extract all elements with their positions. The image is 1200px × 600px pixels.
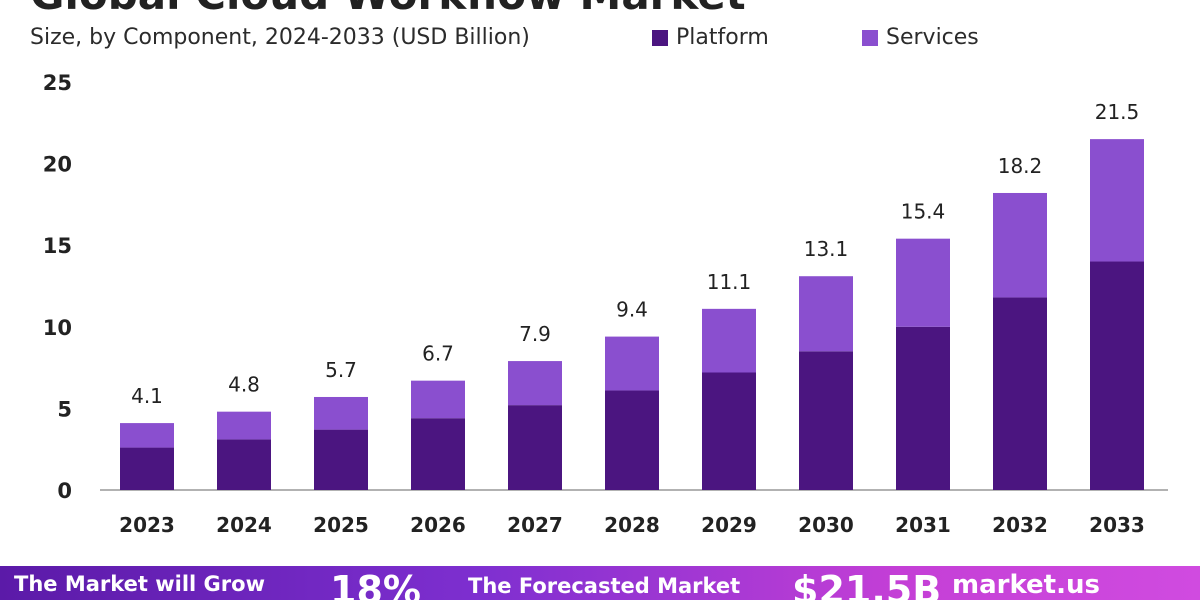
bar-segment-services (896, 238, 950, 327)
bar-segment-services (1090, 139, 1144, 262)
footer-forecast-value: $21.5B (792, 568, 942, 600)
x-tick-label: 2030 (798, 513, 854, 537)
x-tick-label: 2025 (313, 513, 369, 537)
x-tick-label: 2026 (410, 513, 466, 537)
stacked-bar-chart: 05101520254.120234.820245.720256.720267.… (43, 71, 1168, 537)
x-tick-label: 2031 (895, 513, 951, 537)
bar-segment-services (120, 423, 174, 448)
y-tick-label: 10 (43, 316, 72, 340)
bar-total-label: 21.5 (1095, 100, 1140, 124)
bar-total-label: 5.7 (325, 358, 357, 382)
bar-segment-platform (1090, 261, 1144, 490)
bar-segment-services (314, 396, 368, 430)
bar-segment-platform (799, 351, 853, 490)
footer-grow-text: The Market will Grow (14, 572, 265, 596)
bar-total-label: 7.9 (519, 322, 551, 346)
bar-total-label: 11.1 (707, 270, 752, 294)
legend-item-platform: Platform (652, 25, 769, 50)
bar-segment-services (702, 308, 756, 373)
x-tick-label: 2023 (119, 513, 175, 537)
bar-segment-services (411, 380, 465, 419)
chart-title: Global Cloud Workflow Market (30, 0, 746, 19)
bar-total-label: 13.1 (804, 237, 849, 261)
bar-segment-services (508, 361, 562, 406)
chart-subtitle: Size, by Component, 2024-2033 (USD Billi… (30, 25, 530, 50)
footer-brand: market.us (952, 570, 1100, 600)
legend-swatch-platform (652, 29, 668, 46)
y-tick-label: 25 (43, 71, 72, 95)
bar-total-label: 15.4 (901, 200, 946, 224)
bar-segment-platform (896, 326, 950, 490)
bar-segment-platform (508, 405, 562, 490)
bar-segment-services (217, 411, 271, 440)
bar-segment-platform (993, 297, 1047, 490)
bar-segment-services (799, 276, 853, 352)
bar-total-label: 18.2 (998, 154, 1043, 178)
legend-item-services: Services (862, 25, 979, 50)
bar-segment-platform (217, 439, 271, 490)
legend-swatch-services (862, 29, 878, 46)
y-tick-label: 15 (43, 234, 72, 258)
x-tick-label: 2032 (992, 513, 1048, 537)
footer-banner: The Market will Grow 18% The Forecasted … (0, 566, 1200, 600)
bar-total-label: 9.4 (616, 298, 648, 322)
bar-segment-services (993, 192, 1047, 298)
x-tick-label: 2027 (507, 513, 563, 537)
x-tick-label: 2029 (701, 513, 757, 537)
y-tick-label: 0 (57, 479, 72, 503)
x-tick-label: 2033 (1089, 513, 1145, 537)
x-tick-label: 2024 (216, 513, 272, 537)
legend-label-platform: Platform (676, 25, 769, 50)
legend-label-services: Services (886, 25, 979, 50)
bar-segment-platform (120, 447, 174, 490)
y-tick-label: 5 (57, 397, 72, 421)
bar-total-label: 6.7 (422, 342, 454, 366)
footer-forecast-text: The Forecasted Market (468, 574, 741, 598)
bar-segment-platform (411, 418, 465, 490)
bar-segment-services (605, 336, 659, 391)
y-tick-label: 20 (43, 153, 72, 177)
footer-cagr: 18% (330, 568, 421, 600)
bar-segment-platform (605, 390, 659, 490)
bar-total-label: 4.1 (131, 384, 163, 408)
bar-segment-platform (702, 372, 756, 490)
bar-total-label: 4.8 (228, 373, 260, 397)
bar-segment-platform (314, 429, 368, 490)
x-tick-label: 2028 (604, 513, 660, 537)
